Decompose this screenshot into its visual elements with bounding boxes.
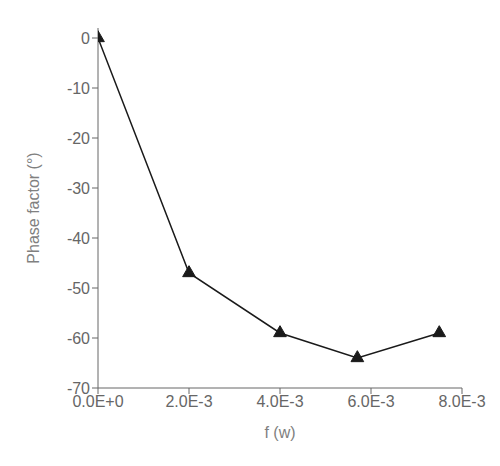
svg-text:6.0E-3: 6.0E-3 [347,393,394,410]
svg-text:-70: -70 [67,380,90,397]
svg-text:0.0E+0: 0.0E+0 [72,393,124,411]
svg-text:Phase factor (°): Phase factor (°) [25,152,42,263]
svg-text:-50: -50 [67,280,90,297]
svg-text:-20: -20 [67,130,90,147]
svg-text:4.0E-3: 4.0E-3 [256,393,303,410]
svg-text:-40: -40 [67,230,90,247]
svg-text:-30: -30 [67,180,90,197]
svg-text:f (w): f (w) [264,424,295,441]
svg-text:8.0E-3: 8.0E-3 [438,393,485,410]
svg-text:0: 0 [81,30,90,47]
svg-text:2.0E-3: 2.0E-3 [165,393,212,410]
svg-text:-60: -60 [67,330,90,347]
svg-text:-10: -10 [67,80,90,97]
